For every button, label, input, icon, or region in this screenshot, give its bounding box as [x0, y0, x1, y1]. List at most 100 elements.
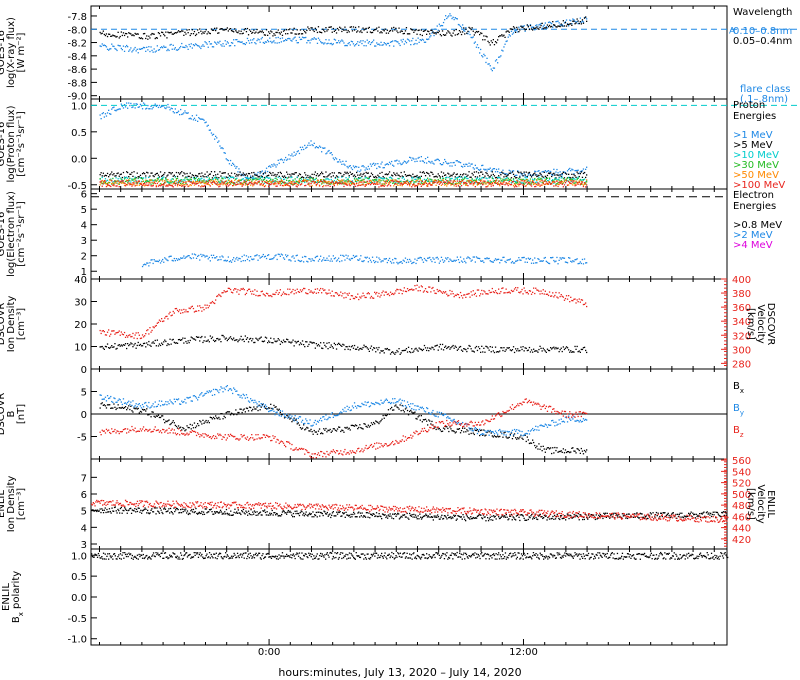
data-point — [153, 48, 155, 50]
data-point — [412, 177, 414, 179]
data-point — [267, 254, 269, 257]
data-point — [398, 181, 400, 183]
data-point — [247, 40, 250, 42]
data-point — [197, 45, 199, 47]
data-point — [380, 163, 382, 165]
data-point — [222, 147, 224, 150]
data-point — [524, 176, 526, 179]
data-point — [356, 178, 358, 180]
data-point — [550, 170, 552, 173]
data-point — [155, 37, 157, 39]
data-point — [188, 179, 190, 181]
data-point — [583, 183, 586, 185]
data-point — [207, 258, 209, 260]
data-point — [259, 337, 261, 339]
data-point — [386, 29, 388, 31]
data-point — [133, 183, 135, 185]
data-point — [309, 341, 311, 343]
data-point — [281, 34, 284, 36]
y2-tick-label: 560 — [732, 456, 751, 467]
data-point — [152, 185, 154, 187]
data-point — [182, 337, 184, 339]
data-point — [289, 173, 291, 176]
data-point — [138, 344, 140, 346]
data-point — [134, 179, 136, 181]
data-point — [540, 177, 542, 179]
data-point — [534, 27, 536, 30]
data-point — [248, 338, 251, 340]
data-point — [491, 177, 493, 180]
data-point — [516, 181, 518, 183]
data-point — [291, 182, 293, 184]
data-point — [474, 179, 476, 182]
data-point — [516, 260, 518, 262]
data-point — [532, 180, 534, 182]
data-point — [218, 180, 220, 183]
data-point — [139, 48, 142, 50]
data-point — [121, 34, 123, 37]
data-point — [229, 181, 232, 183]
data-point — [503, 180, 505, 182]
data-point — [380, 185, 382, 187]
data-point — [202, 180, 204, 182]
data-point — [151, 181, 153, 183]
data-point — [199, 259, 201, 261]
data-point — [136, 48, 138, 50]
data-point — [535, 262, 537, 264]
data-point — [560, 173, 562, 176]
data-point — [273, 183, 275, 186]
data-point — [471, 181, 473, 183]
data-point — [184, 46, 186, 49]
data-point — [141, 180, 144, 183]
data-point — [338, 182, 340, 184]
data-point — [548, 24, 551, 27]
data-point — [141, 345, 144, 347]
data-point — [505, 261, 507, 264]
data-point — [536, 183, 538, 186]
data-point — [410, 181, 412, 183]
data-point — [260, 176, 262, 178]
data-point — [491, 41, 493, 44]
data-point — [572, 18, 574, 20]
data-point — [557, 172, 559, 174]
data-point — [507, 179, 509, 181]
data-point — [259, 171, 261, 173]
data-point — [113, 184, 115, 186]
data-point — [476, 257, 479, 259]
data-point — [308, 179, 310, 181]
data-point — [488, 168, 490, 170]
data-point — [223, 176, 225, 178]
data-point — [339, 172, 341, 174]
data-point — [332, 27, 334, 30]
data-point — [194, 43, 197, 45]
data-point — [560, 258, 562, 260]
data-point — [321, 32, 323, 34]
data-point — [228, 180, 231, 182]
data-point — [270, 40, 272, 43]
data-point — [134, 107, 136, 109]
data-point — [230, 261, 233, 263]
data-point — [456, 180, 458, 182]
data-point — [150, 34, 152, 36]
data-point — [334, 39, 337, 41]
data-point — [209, 181, 211, 183]
data-point — [293, 180, 295, 183]
data-point — [164, 180, 166, 182]
data-point — [363, 166, 365, 168]
data-point — [328, 26, 330, 28]
data-point — [352, 43, 355, 45]
data-point — [570, 23, 572, 25]
data-point — [580, 182, 582, 184]
data-point — [464, 177, 466, 179]
data-point — [230, 30, 233, 32]
data-point — [387, 173, 390, 175]
data-point — [497, 183, 499, 186]
data-point — [543, 27, 545, 29]
data-point — [240, 179, 242, 181]
data-point — [506, 175, 508, 177]
data-point — [418, 180, 420, 183]
data-point — [206, 340, 208, 342]
data-point — [469, 179, 471, 181]
data-point — [526, 24, 528, 26]
